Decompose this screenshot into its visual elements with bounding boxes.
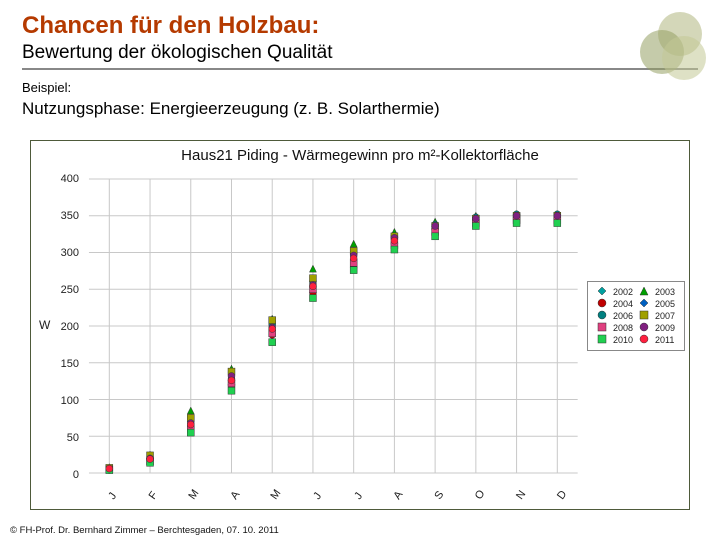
slide: Chancen für den Holzbau: Bewertung der ö… — [0, 0, 720, 540]
chart-xtick: A — [228, 489, 242, 502]
chart-ytick: 250 — [55, 284, 79, 296]
legend-label: 2007 — [652, 310, 678, 322]
chart-xtick: F — [147, 489, 161, 501]
legend-swatch — [594, 334, 610, 346]
chart-ytick: 0 — [55, 469, 79, 481]
slide-title: Chancen für den Holzbau: — [22, 12, 698, 40]
chart-ytick: 200 — [55, 321, 79, 333]
legend-swatch — [594, 286, 610, 298]
chart-ytick: 50 — [55, 432, 79, 444]
legend-label: 2003 — [652, 286, 678, 298]
legend-label: 2008 — [610, 322, 636, 334]
chart-xtick: N — [514, 488, 528, 501]
legend-table: 2002 2003 2004 2005 2006 2007 2008 2009 2010 2011 — [594, 286, 678, 346]
chart-xtick: J — [107, 490, 120, 501]
chart-ytick: 300 — [55, 247, 79, 259]
slide-footer: © FH-Prof. Dr. Bernhard Zimmer – Berchte… — [10, 525, 279, 536]
chart-xtick: J — [352, 490, 365, 501]
legend-label: 2010 — [610, 334, 636, 346]
chart-xtick: M — [268, 487, 283, 501]
legend-swatch — [636, 322, 652, 334]
legend-swatch — [636, 334, 652, 346]
chart-ytick: 400 — [55, 173, 79, 185]
chart-xtick: A — [392, 489, 406, 502]
legend-label: 2002 — [610, 286, 636, 298]
chart-title: Haus21 Piding - Wärmegewinn pro m²-Kolle… — [31, 141, 689, 166]
chart-xtick: D — [555, 488, 569, 501]
legend-swatch — [636, 298, 652, 310]
chart-xtick: S — [433, 489, 447, 502]
legend-swatch — [636, 310, 652, 322]
chart-legend: 2002 2003 2004 2005 2006 2007 2008 2009 2010 2011 — [587, 281, 685, 351]
legend-swatch — [594, 298, 610, 310]
legend-label: 2009 — [652, 322, 678, 334]
example-text: Nutzungsphase: Energieerzeugung (z. B. S… — [22, 99, 698, 119]
chart-xtick: J — [311, 490, 324, 501]
legend-swatch — [594, 322, 610, 334]
brand-logo — [632, 6, 710, 84]
chart-ytick: 350 — [55, 210, 79, 222]
chart-xtick: O — [473, 488, 488, 502]
chart-ytick: 150 — [55, 358, 79, 370]
legend-label: 2006 — [610, 310, 636, 322]
slide-subtitle: Bewertung der ökologischen Qualität — [22, 42, 698, 64]
example-label: Beispiel: — [22, 80, 698, 95]
chart-xtick: M — [187, 487, 202, 501]
legend-label: 2004 — [610, 298, 636, 310]
header-divider — [22, 68, 698, 70]
legend-label: 2005 — [652, 298, 678, 310]
legend-label: 2011 — [652, 334, 678, 346]
legend-swatch — [636, 286, 652, 298]
chart-container: Haus21 Piding - Wärmegewinn pro m²-Kolle… — [30, 140, 690, 510]
legend-swatch — [594, 310, 610, 322]
chart-ylabel: W — [39, 318, 50, 332]
chart-ytick: 100 — [55, 395, 79, 407]
